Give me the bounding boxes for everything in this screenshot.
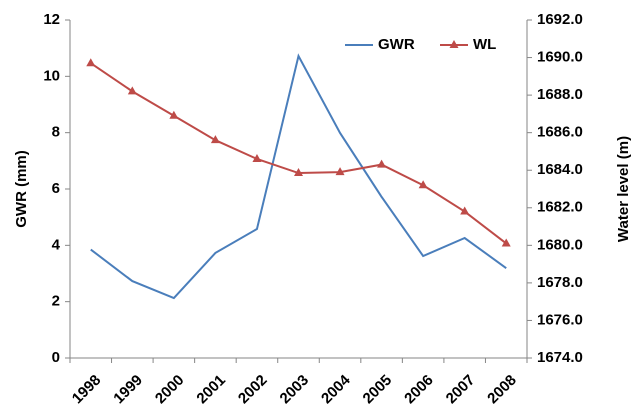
y2-tick-label: 1690.0 [537, 49, 583, 66]
y-tick-label: 2 [52, 293, 60, 310]
marker [169, 110, 179, 119]
marker [127, 86, 137, 95]
marker [501, 238, 511, 247]
marker [460, 206, 470, 215]
marker [377, 159, 387, 168]
x-tick-label: 2005 [360, 372, 396, 407]
y2-tick-label: 1686.0 [537, 124, 583, 141]
x-tick-label: 2008 [484, 372, 520, 407]
marker [86, 58, 96, 67]
y2-tick-label: 1680.0 [537, 236, 583, 253]
marker [418, 180, 428, 189]
y-tick-label: 6 [52, 180, 60, 197]
y2-axis-label: Water level (m) [615, 136, 632, 242]
y2-tick-label: 1688.0 [537, 86, 583, 103]
legend-label: WL [473, 36, 496, 53]
marker [210, 135, 220, 144]
marker [252, 153, 262, 162]
legend-label: GWR [378, 36, 415, 53]
x-tick-label: 2003 [277, 372, 313, 407]
series-line [90, 53, 507, 300]
x-tick-label: 2002 [235, 372, 271, 407]
y2-tick-label: 1676.0 [537, 311, 583, 328]
x-tick-label: 2001 [193, 372, 229, 407]
x-tick-label: 1998 [69, 372, 105, 407]
marker [294, 168, 303, 177]
y-tick-label: 10 [43, 67, 60, 84]
y2-tick-label: 1684.0 [537, 161, 583, 178]
x-tick-label: 1999 [110, 372, 146, 407]
y2-tick-label: 1682.0 [537, 199, 583, 216]
x-tick-label: 2007 [443, 372, 479, 407]
y2-tick-label: 1674.0 [537, 349, 583, 366]
series-line [90, 62, 507, 245]
y-tick-label: 8 [52, 124, 60, 141]
x-tick-label: 2004 [318, 371, 354, 407]
y2-tick-label: 1692.0 [537, 11, 583, 28]
marker [335, 167, 345, 176]
y-tick-label: 12 [43, 11, 60, 28]
y2-tick-label: 1678.0 [537, 274, 583, 291]
y-tick-label: 0 [52, 349, 60, 366]
legend-marker [449, 40, 459, 48]
x-tick-label: 2000 [152, 372, 188, 407]
x-tick-label: 2006 [401, 372, 437, 407]
y-axis-label: GWR (mm) [13, 150, 30, 228]
y-tick-label: 4 [52, 236, 61, 253]
